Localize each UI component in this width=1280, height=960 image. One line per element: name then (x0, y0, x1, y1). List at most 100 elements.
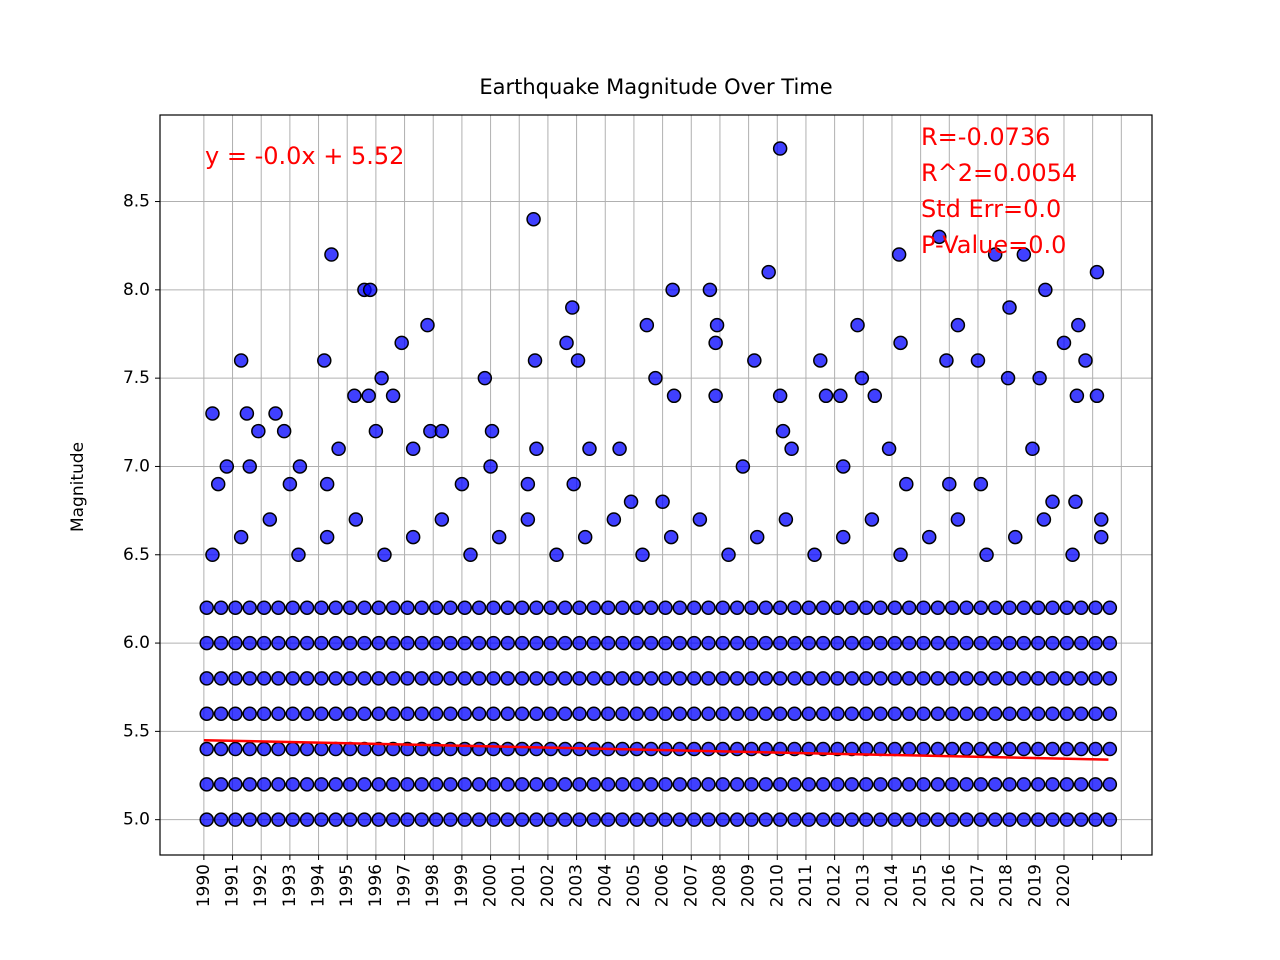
point (686, 812, 702, 827)
point (520, 476, 536, 492)
point (205, 406, 220, 421)
point (744, 706, 759, 721)
point (471, 777, 487, 792)
point (347, 388, 362, 404)
point (483, 459, 498, 474)
point (744, 600, 759, 615)
point (570, 353, 586, 368)
point (543, 635, 559, 651)
x-tick-label: 2019 (1025, 864, 1045, 907)
point (973, 635, 989, 651)
point (830, 706, 845, 721)
point (549, 547, 564, 563)
point (271, 635, 286, 651)
point (1002, 635, 1017, 651)
point (500, 741, 516, 757)
point (987, 741, 1003, 757)
grid (160, 115, 1152, 855)
x-tick-label: 1994 (309, 864, 329, 907)
point (443, 600, 458, 615)
point (443, 671, 458, 686)
point (342, 671, 358, 686)
point (457, 777, 473, 792)
point (486, 600, 501, 615)
point (1102, 671, 1118, 686)
point (299, 600, 315, 615)
point (729, 777, 745, 792)
point (686, 671, 702, 686)
point (514, 777, 530, 792)
point (454, 476, 470, 492)
point (486, 812, 501, 827)
point (371, 777, 387, 792)
point (385, 671, 401, 686)
point (299, 671, 315, 686)
point (1045, 494, 1060, 510)
x-tick-label: 2003 (567, 864, 587, 907)
point (276, 423, 292, 439)
point (314, 671, 329, 686)
point (686, 706, 702, 721)
point (385, 388, 401, 404)
point (268, 406, 283, 421)
point (199, 812, 214, 827)
point (1102, 812, 1118, 827)
point (342, 812, 358, 827)
point (1002, 777, 1017, 792)
point (1030, 671, 1046, 686)
point (457, 600, 473, 615)
point (600, 812, 616, 827)
point (1069, 388, 1085, 404)
point (864, 512, 880, 527)
point (973, 777, 989, 792)
point (729, 635, 745, 651)
point (735, 459, 751, 474)
point (950, 512, 966, 527)
point (285, 600, 300, 615)
point (463, 547, 478, 563)
y-axis-label: Magnitude (68, 442, 88, 532)
point (987, 600, 1003, 615)
x-tick-label: 2015 (911, 864, 931, 907)
point (1056, 335, 1072, 351)
point (1089, 388, 1105, 404)
point (428, 600, 444, 615)
point (500, 635, 516, 651)
point (887, 777, 903, 792)
point (784, 441, 799, 457)
point (815, 671, 831, 686)
point (1002, 812, 1017, 827)
point (873, 635, 888, 651)
y-tick-label: 6.0 (123, 633, 150, 653)
points (199, 141, 1118, 827)
point (1059, 671, 1075, 686)
point (942, 476, 957, 492)
point (858, 635, 874, 651)
point (420, 317, 435, 333)
point (663, 529, 679, 545)
point (572, 600, 587, 615)
point (199, 777, 214, 792)
point (428, 812, 444, 827)
point (385, 812, 401, 827)
point (557, 671, 573, 686)
point (586, 600, 602, 615)
point (414, 706, 430, 721)
x-tick-label: 2018 (997, 864, 1017, 907)
point (665, 282, 680, 298)
point (242, 741, 257, 757)
point (801, 600, 817, 615)
point (744, 671, 759, 686)
point (1036, 512, 1052, 527)
point (643, 600, 659, 615)
point (484, 423, 500, 439)
point (787, 777, 802, 792)
point (772, 388, 788, 404)
point (715, 671, 731, 686)
point (457, 635, 473, 651)
point (830, 741, 845, 757)
point (443, 812, 458, 827)
point (658, 706, 673, 721)
point (471, 706, 487, 721)
point (643, 635, 659, 651)
